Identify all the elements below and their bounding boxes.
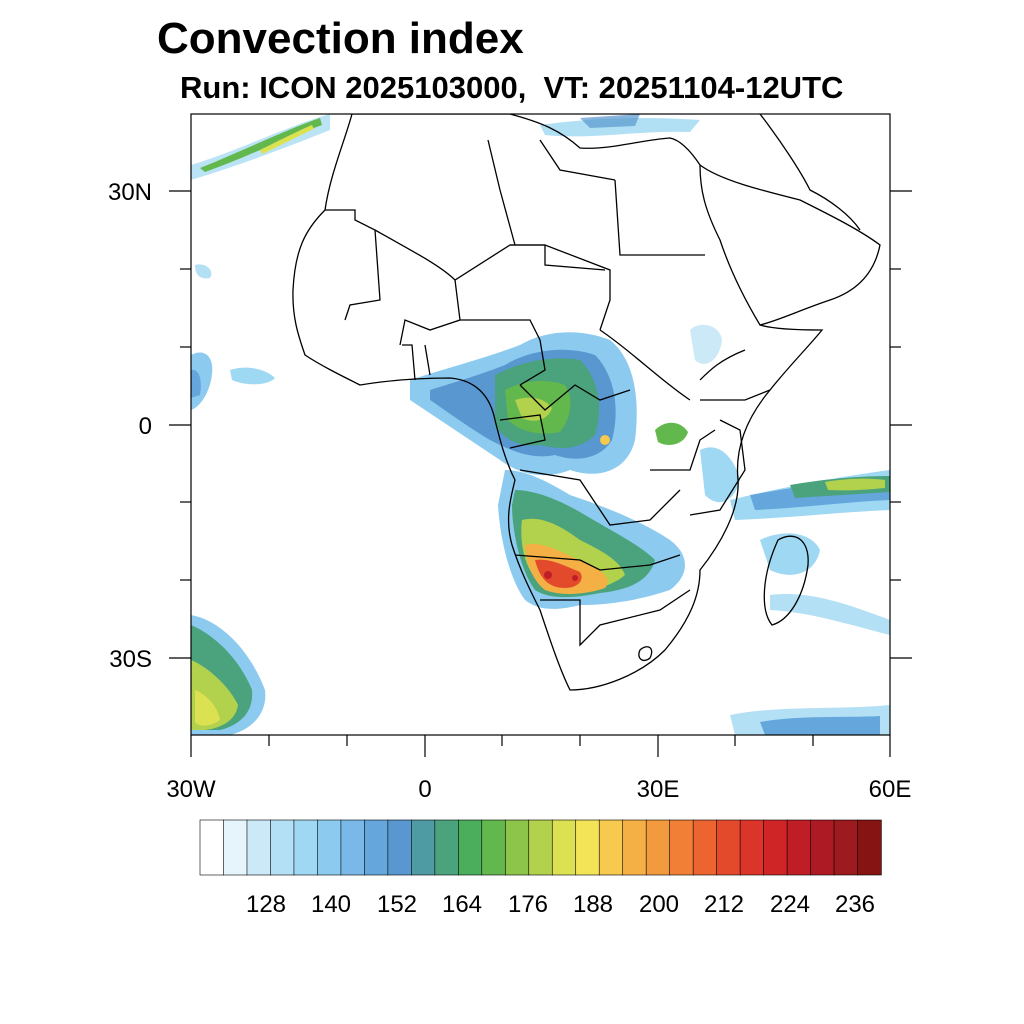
colorbar-box xyxy=(270,819,295,876)
lat-label-30n: 30N xyxy=(108,179,152,206)
colorbar-box xyxy=(810,819,835,876)
colorbar-box xyxy=(528,819,553,876)
colorbar-tick-label: 152 xyxy=(377,891,417,918)
colorbar-box xyxy=(692,819,718,876)
colorbar-box xyxy=(598,819,624,876)
colorbar-box xyxy=(199,819,225,876)
colorbar-box xyxy=(669,819,694,876)
colorbar-box xyxy=(622,819,647,876)
colorbar-box xyxy=(458,819,483,876)
colorbar-box xyxy=(857,819,882,876)
colorbar-box xyxy=(387,819,413,876)
colorbar-tick-label: 140 xyxy=(311,891,351,918)
colorbar-box xyxy=(786,819,812,876)
colorbar-box xyxy=(739,819,765,876)
colorbar-box xyxy=(364,819,389,876)
lon-label-0: 0 xyxy=(418,776,431,803)
colorbar-box xyxy=(575,819,600,876)
colorbar-tick-label: 224 xyxy=(770,891,810,918)
colorbar-tick-label: 176 xyxy=(508,891,548,918)
colorbar-box xyxy=(716,819,741,876)
colorbar-box xyxy=(833,819,859,876)
colorbar-box xyxy=(481,819,506,876)
colorbar-box xyxy=(504,819,530,876)
colorbar-box xyxy=(645,819,671,876)
chart-title: Convection index xyxy=(157,14,524,63)
colorbar-tick-label: 200 xyxy=(639,891,679,918)
colorbar-tick-label: 188 xyxy=(573,891,613,918)
coastlines xyxy=(292,114,881,691)
colorbar xyxy=(199,819,882,876)
colorbar-tick-label: 236 xyxy=(835,891,875,918)
colorbar-tick-label: 128 xyxy=(246,891,286,918)
lon-label-60e: 60E xyxy=(869,776,912,803)
map-panel: 30N 0 30S 30W 0 30E 60E xyxy=(108,113,912,803)
convection-field xyxy=(191,114,890,735)
lat-label-0: 0 xyxy=(139,413,152,440)
colorbar-box xyxy=(223,819,248,876)
colorbar-tick-label: 164 xyxy=(442,891,482,918)
colorbar-box xyxy=(293,819,319,876)
colorbar-box xyxy=(763,819,788,876)
axis-ticks xyxy=(169,190,912,757)
colorbar-box xyxy=(434,819,460,876)
colorbar-labels: 128 140 152 164 176 188 200 212 224 236 xyxy=(246,891,875,918)
colorbar-box xyxy=(411,819,436,876)
colorbar-box xyxy=(317,819,342,876)
colorbar-box xyxy=(340,819,366,876)
lat-label-30s: 30S xyxy=(109,646,152,673)
colorbar-box xyxy=(551,819,577,876)
lon-label-30e: 30E xyxy=(637,776,680,803)
chart-subtitle: Run: ICON 2025103000, VT: 20251104-12UTC xyxy=(180,70,844,105)
lon-label-30w: 30W xyxy=(166,776,216,803)
colorbar-tick-label: 212 xyxy=(704,891,744,918)
colorbar-box xyxy=(246,819,272,876)
